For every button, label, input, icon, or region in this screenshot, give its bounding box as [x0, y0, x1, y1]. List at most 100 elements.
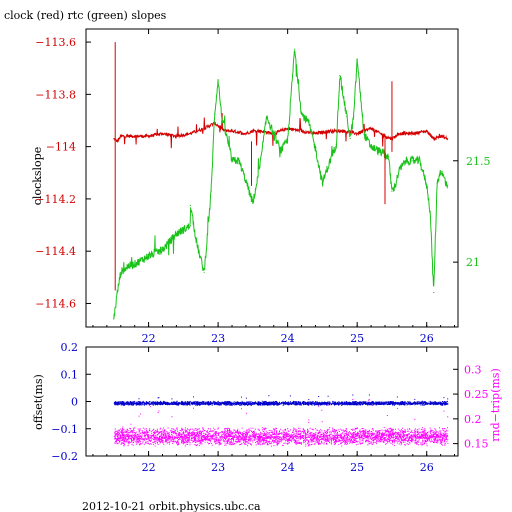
data-point-rtc — [307, 121, 310, 123]
data-point-rtc — [447, 184, 449, 186]
top-series-group — [113, 42, 449, 320]
top-y-tick-label: −114.2 — [35, 193, 76, 206]
data-point-rtc — [113, 318, 115, 320]
data-point-rtc — [429, 210, 431, 212]
top-x-tick-label: 25 — [350, 332, 364, 345]
bottom-y-tick-label: 0.2 — [61, 341, 79, 354]
data-point-clock — [116, 140, 118, 142]
data-point-clock — [314, 133, 317, 135]
data-point-rtc — [387, 156, 390, 158]
data-point-rtc — [436, 182, 438, 184]
data-point-clock — [356, 133, 358, 135]
data-point-rtc — [426, 184, 428, 186]
bottom-y-tick-label: 0 — [71, 396, 78, 409]
data-point-rtc — [134, 263, 136, 265]
top-y-tick-label: −114.6 — [35, 297, 76, 310]
top-y-axis-label: clockslope — [31, 147, 44, 205]
data-point-rtc — [127, 265, 129, 267]
bottom-x-tick-label: 22 — [142, 461, 156, 474]
data-point-rtc — [217, 79, 219, 81]
data-point-rtc — [405, 160, 407, 162]
data-point-clock — [113, 138, 115, 140]
data-point-rtc — [346, 115, 348, 117]
data-point-clock — [231, 130, 233, 132]
data-point-rtc — [189, 204, 191, 206]
data-point-rtc — [363, 133, 365, 135]
data-point-rtc — [335, 144, 337, 146]
data-point-rtc — [259, 166, 261, 168]
scatter-points-rnd-trip — [113, 399, 449, 447]
data-point-clock — [245, 133, 247, 135]
bottom-y-tick-label: −0.2 — [51, 450, 78, 463]
data-point-rtc — [245, 180, 247, 182]
data-point-rtc — [189, 225, 191, 227]
data-point-clock — [217, 125, 219, 127]
top-x-tick-label: 24 — [281, 332, 295, 345]
data-point-rtc — [314, 148, 317, 150]
bottom-right-axis-label: rnd−trip(ms) — [489, 368, 502, 442]
data-point-rtc — [231, 160, 233, 162]
data-point-clock — [447, 138, 449, 140]
data-point-rtc — [210, 190, 212, 192]
bottom-x-tick-label: 25 — [350, 461, 364, 474]
top-right-tick-label: 21.5 — [466, 155, 491, 168]
data-point-rtc — [203, 271, 205, 273]
data-point-rtc — [238, 160, 240, 162]
bottom-x-tick-label: 24 — [281, 461, 295, 474]
data-point-rtc — [370, 146, 372, 148]
data-point-rtc — [356, 58, 358, 61]
data-point-rtc — [412, 160, 414, 162]
data-point-rtc — [353, 115, 355, 117]
data-point-rtc — [175, 233, 177, 235]
bottom-right-tick-label: 0.25 — [464, 388, 489, 401]
scatter-points-offset — [113, 394, 449, 406]
data-point-rtc — [161, 249, 164, 251]
data-point-clock — [398, 133, 400, 135]
data-point-rtc — [321, 182, 323, 184]
top-panel: clockslope 22 23 24 25 26 −113.6 −113.8 −114 −11… — [31, 28, 491, 345]
data-point-rtc — [440, 170, 442, 172]
data-point-clock — [433, 138, 435, 140]
bottom-y-tick-label: 0.1 — [61, 368, 79, 381]
data-point-rtc — [120, 271, 122, 273]
bottom-right-tick-label: 0.3 — [464, 363, 482, 376]
bottom-y-axis-label: offset(ms) — [32, 374, 45, 430]
top-x-tick-label: 23 — [211, 332, 225, 345]
data-point-rtc — [328, 162, 330, 164]
bottom-right-tick-label: 0.2 — [464, 413, 482, 426]
data-point-rtc — [433, 291, 435, 294]
data-point-clock — [301, 130, 303, 132]
data-point-rtc — [349, 137, 351, 140]
top-y-tick-label: −114.4 — [35, 245, 76, 258]
data-point-rtc — [419, 160, 421, 162]
top-y-tick-label: −113.6 — [35, 36, 76, 49]
footer-text: 2012-10-21 orbit.physics.ubc.ca — [82, 500, 261, 512]
bottom-right-tick-label: 0.15 — [464, 438, 489, 451]
data-point-rtc — [377, 150, 379, 152]
data-point-clock — [161, 133, 164, 135]
top-x-tick-label: 26 — [420, 332, 434, 345]
data-point-clock — [426, 130, 428, 132]
data-point-clock — [203, 127, 205, 129]
data-point-rtc — [301, 113, 303, 115]
bottom-x-tick-label: 23 — [211, 461, 225, 474]
top-y-tick-label: −113.8 — [35, 88, 76, 101]
chart-title: clock (red) rtc (green) slopes — [4, 9, 167, 22]
data-point-clock — [287, 127, 289, 129]
bottom-panel: offset(ms) rnd−trip(ms) 22 23 24 25 26 0.2 0.1… — [32, 341, 502, 474]
data-point-clock — [148, 135, 150, 137]
data-point-clock — [342, 130, 344, 132]
data-point-clock — [189, 133, 191, 135]
data-point-clock — [175, 135, 177, 137]
bottom-y-tick-label: −0.1 — [51, 423, 78, 436]
data-point-rtc — [394, 184, 396, 186]
top-right-tick-label: 21 — [466, 256, 480, 269]
data-point-rtc — [116, 291, 118, 294]
data-point-rtc — [280, 150, 282, 152]
data-point-rtc — [148, 255, 150, 257]
data-point-rtc — [391, 190, 393, 192]
data-point-rtc — [266, 115, 268, 117]
data-point-rtc — [273, 133, 275, 135]
data-point-rtc — [252, 202, 254, 204]
